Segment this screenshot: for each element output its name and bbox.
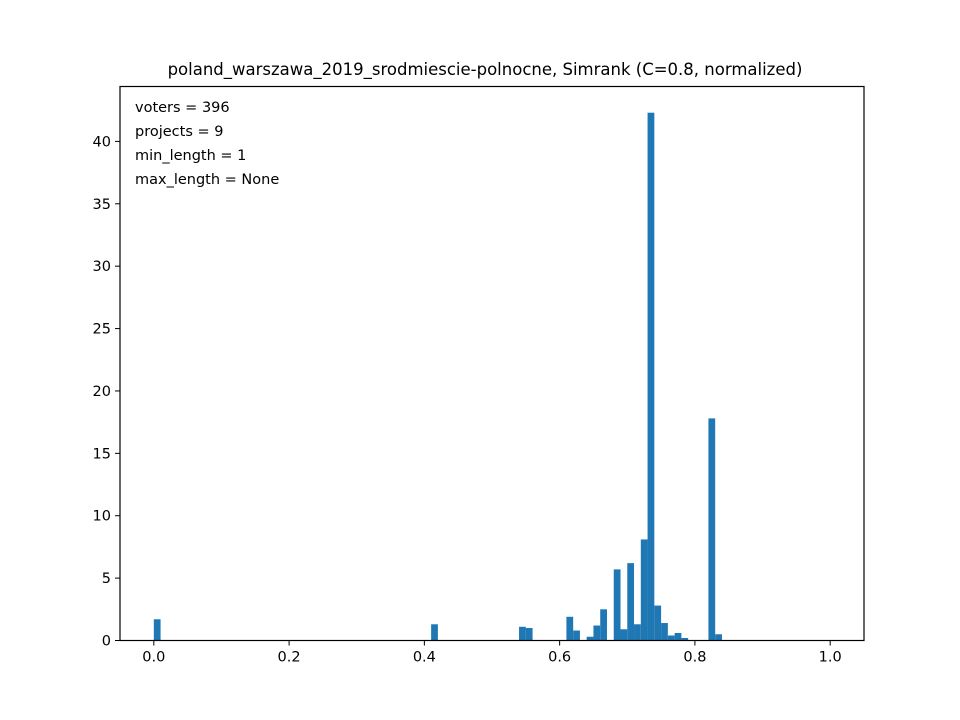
x-tick-label: 0.6 — [548, 650, 571, 666]
histogram-bar — [431, 624, 438, 641]
y-tick-label: 0 — [102, 634, 111, 650]
histogram-bar — [519, 626, 526, 641]
histogram-bar — [627, 563, 635, 641]
y-tick-label: 35 — [93, 197, 111, 213]
histogram-bar — [681, 638, 689, 641]
histogram-bar — [667, 635, 675, 641]
histogram-bar — [634, 624, 641, 641]
histogram-bar — [674, 633, 682, 641]
y-tick-label: 5 — [102, 571, 111, 587]
x-tick-label: 0.0 — [142, 650, 165, 666]
x-tick-label: 0.2 — [278, 650, 301, 666]
histogram-bar — [153, 619, 161, 641]
histogram-bar — [661, 623, 668, 641]
annotation-projects: projects = 9 — [135, 124, 223, 140]
y-tick-label: 30 — [93, 259, 111, 275]
stats-annotation: voters = 396 projects = 9 min_length = 1… — [135, 100, 279, 188]
histogram-bar — [613, 569, 621, 641]
y-tick-label: 40 — [93, 134, 111, 150]
y-tick-label: 20 — [93, 384, 111, 400]
histogram-bar — [640, 539, 648, 641]
y-tick-label: 10 — [93, 509, 111, 525]
plot-frame — [119, 85, 865, 642]
histogram-bar — [620, 629, 628, 641]
x-axis: 0.0 0.2 0.4 0.6 0.8 1.0 — [142, 640, 842, 666]
y-axis: 0 5 10 15 20 25 30 35 40 — [93, 134, 120, 650]
annotation-voters: voters = 396 — [135, 100, 230, 116]
histogram-bar — [525, 628, 533, 641]
y-tick-label: 15 — [93, 446, 111, 462]
annotation-min-length: min_length = 1 — [135, 148, 246, 164]
x-tick-label: 0.8 — [683, 650, 706, 666]
annotation-max-length: max_length = None — [135, 172, 279, 188]
histogram-bar — [566, 616, 574, 641]
histogram-bar — [715, 634, 722, 641]
histogram-bar — [647, 112, 655, 641]
y-tick-label: 25 — [93, 322, 111, 338]
x-tick-label: 0.4 — [413, 650, 436, 666]
chart-title: poland_warszawa_2019_srodmiescie-polnocn… — [168, 60, 803, 80]
histogram-bar — [708, 418, 716, 641]
bars-layer — [153, 112, 722, 641]
x-tick-label: 1.0 — [819, 650, 842, 666]
histogram-bar — [654, 605, 662, 641]
histogram-bar — [586, 636, 594, 641]
histogram-bar — [593, 625, 601, 641]
histogram-bar — [573, 630, 580, 641]
histogram-bar — [600, 609, 607, 641]
